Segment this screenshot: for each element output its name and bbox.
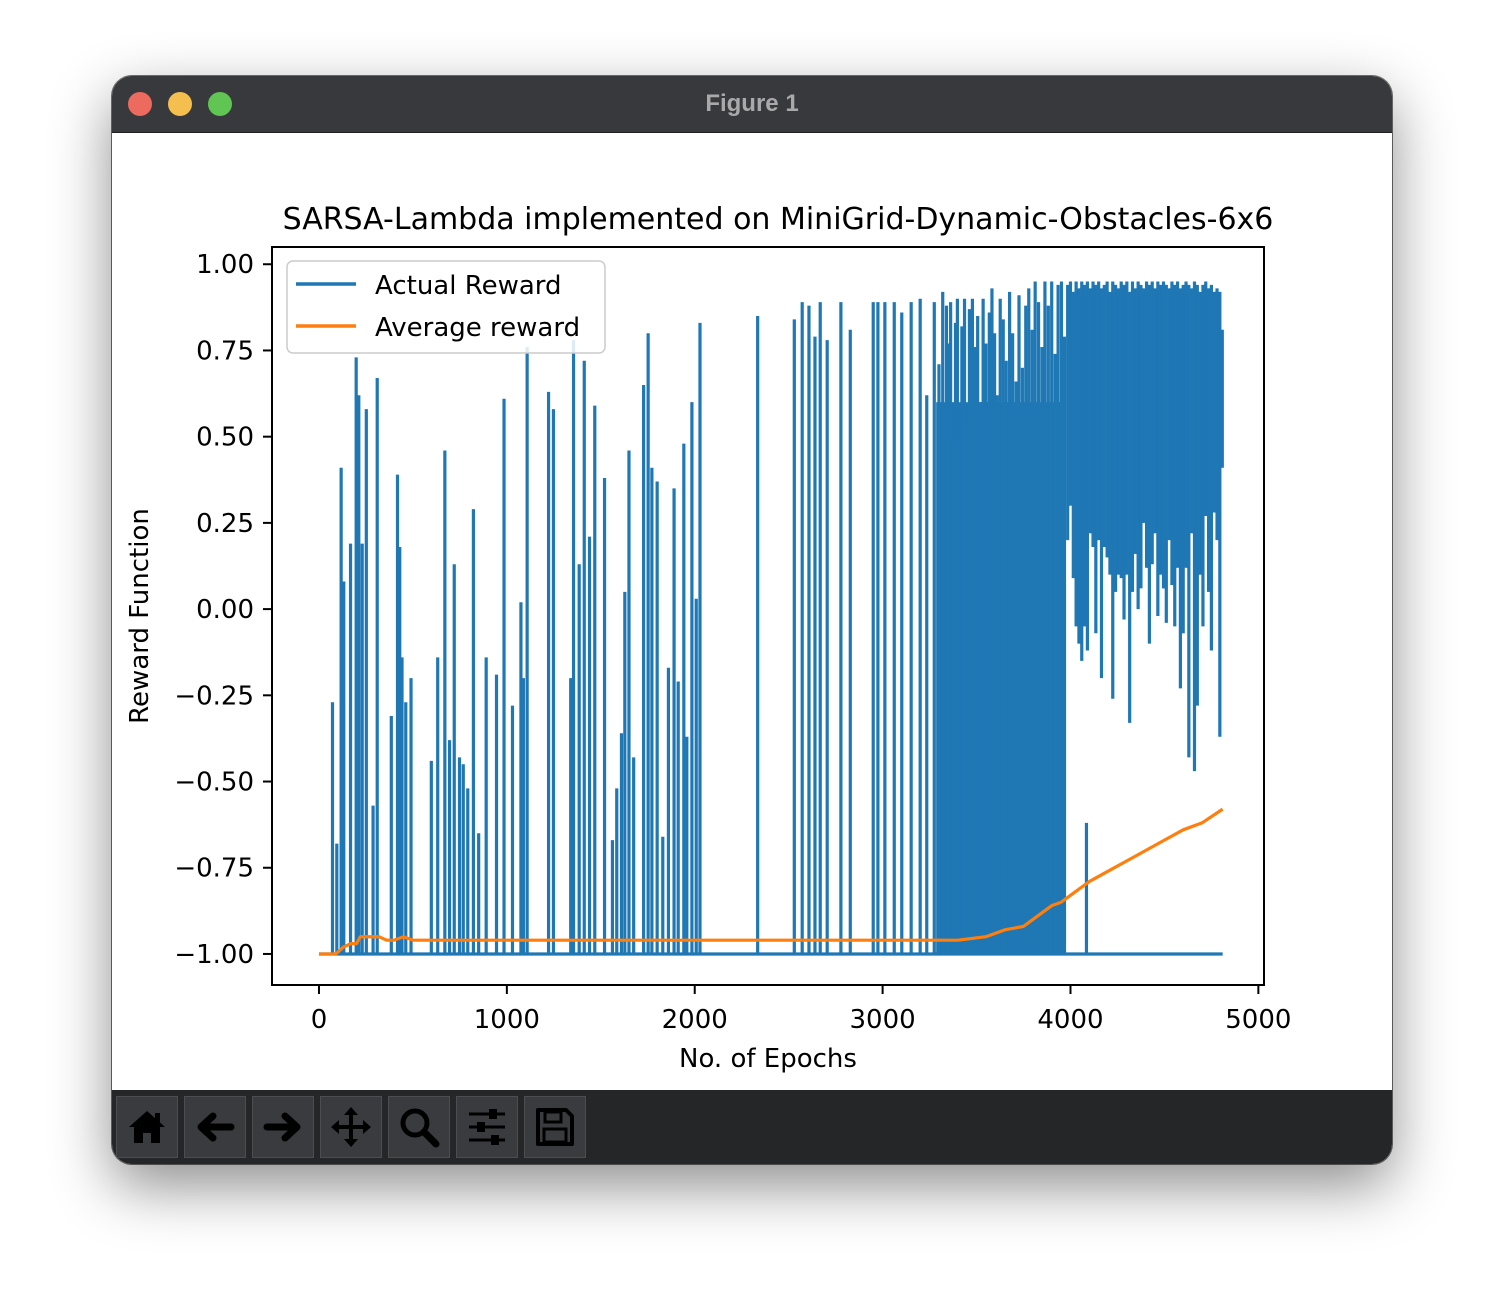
x-tick-label: 1000 <box>474 1005 540 1035</box>
close-window-button[interactable] <box>128 92 152 116</box>
arrow-left-icon <box>197 1112 235 1142</box>
pan-button[interactable] <box>320 1096 382 1158</box>
home-icon <box>129 1111 165 1143</box>
y-tick-label: 0.50 <box>196 423 254 453</box>
actual-reward-band-fill <box>1073 291 1077 579</box>
y-axis-label: Reward Function <box>125 508 155 724</box>
actual-reward-band-fill <box>1180 288 1184 634</box>
y-tick-label: 0.00 <box>196 595 254 625</box>
y-tick-label: −0.50 <box>174 768 254 798</box>
actual-reward-band-fill <box>1095 284 1099 541</box>
arrow-right-icon <box>263 1112 301 1142</box>
actual-reward-band-fill <box>1146 284 1150 568</box>
y-tick-label: 0.75 <box>196 336 254 366</box>
chart[interactable]: 0 1000 2000 3000 4000 5000 1.00 0.75 0.50 0.25 0.0… <box>112 133 1392 1090</box>
actual-reward-band-fill <box>1067 284 1071 506</box>
x-tick-label: 4000 <box>1037 1005 1103 1035</box>
actual-reward-band-fill <box>1186 284 1189 568</box>
actual-reward-band-fill <box>1214 291 1218 513</box>
actual-reward-band-fill <box>1163 284 1167 589</box>
actual-reward-band-fill <box>1112 284 1116 592</box>
home-button[interactable] <box>116 1096 178 1158</box>
legend-label-actual-reward: Actual Reward <box>375 271 562 301</box>
actual-reward-band-fill <box>1101 288 1105 548</box>
actual-reward-band-fill <box>1208 288 1212 592</box>
magnifier-icon <box>400 1108 440 1148</box>
y-tick-label: 0.25 <box>196 509 254 539</box>
minimize-window-button[interactable] <box>168 92 192 116</box>
actual-reward-band-fill <box>1169 288 1172 541</box>
actual-reward-band-fill <box>1107 291 1110 558</box>
y-tick-label: −0.75 <box>174 854 254 884</box>
save-button[interactable] <box>524 1096 586 1158</box>
x-tick-label: 0 <box>311 1005 328 1035</box>
configure-subplots-button[interactable] <box>456 1096 518 1158</box>
actual-reward-band-fill <box>1140 288 1144 523</box>
legend-box <box>286 260 606 354</box>
actual-reward-band-fill <box>1152 288 1156 534</box>
actual-reward-band-fill <box>1135 288 1139 554</box>
actual-reward-band-fill <box>1078 288 1082 644</box>
maximize-window-button[interactable] <box>208 92 232 116</box>
x-axis-label: No. of Epochs <box>679 1044 857 1074</box>
figure-window: Figure 1 0 1000 2000 3000 4000 5000 1.00 0.75 0.… <box>112 76 1392 1164</box>
actual-reward-band-fill <box>1191 288 1195 534</box>
window-title: Figure 1 <box>705 90 799 117</box>
y-tick-label: −0.25 <box>174 681 254 711</box>
actual-reward-band-fill <box>1174 284 1178 568</box>
title-bar[interactable]: Figure 1 <box>112 76 1392 133</box>
x-tick-label: 2000 <box>662 1005 728 1035</box>
navigation-toolbar <box>112 1090 1392 1164</box>
chart-title: SARSA-Lambda implemented on MiniGrid-Dyn… <box>283 202 1274 237</box>
x-tick-label: 5000 <box>1225 1005 1291 1035</box>
zoom-button[interactable] <box>388 1096 450 1158</box>
floppy-disk-icon <box>536 1108 574 1146</box>
actual-reward-band-fill <box>1118 288 1122 575</box>
plot-frame <box>271 246 1265 986</box>
actual-reward-band-fill <box>1129 291 1133 592</box>
actual-reward-band-fill <box>1124 284 1127 575</box>
y-tick-label: 1.00 <box>196 250 254 280</box>
actual-reward-band-fill <box>1090 288 1094 534</box>
sliders-icon <box>469 1109 505 1145</box>
x-tick-label: 3000 <box>850 1005 916 1035</box>
actual-reward-band-fill <box>1084 284 1088 627</box>
figure-canvas[interactable]: 0 1000 2000 3000 4000 5000 1.00 0.75 0.50 0.25 0.0… <box>112 133 1392 1090</box>
move-icon <box>331 1107 371 1147</box>
actual-reward-band-fill <box>1197 291 1201 575</box>
average-reward-line <box>318 807 1224 956</box>
actual-reward-band-fill <box>1157 284 1161 575</box>
back-button[interactable] <box>184 1096 246 1158</box>
actual-reward-band-fill <box>1219 329 1223 468</box>
actual-reward-band-fill <box>1202 284 1206 516</box>
legend-label-average-reward: Average reward <box>375 313 580 343</box>
y-tick-label: −1.00 <box>174 940 254 970</box>
forward-button[interactable] <box>252 1096 314 1158</box>
